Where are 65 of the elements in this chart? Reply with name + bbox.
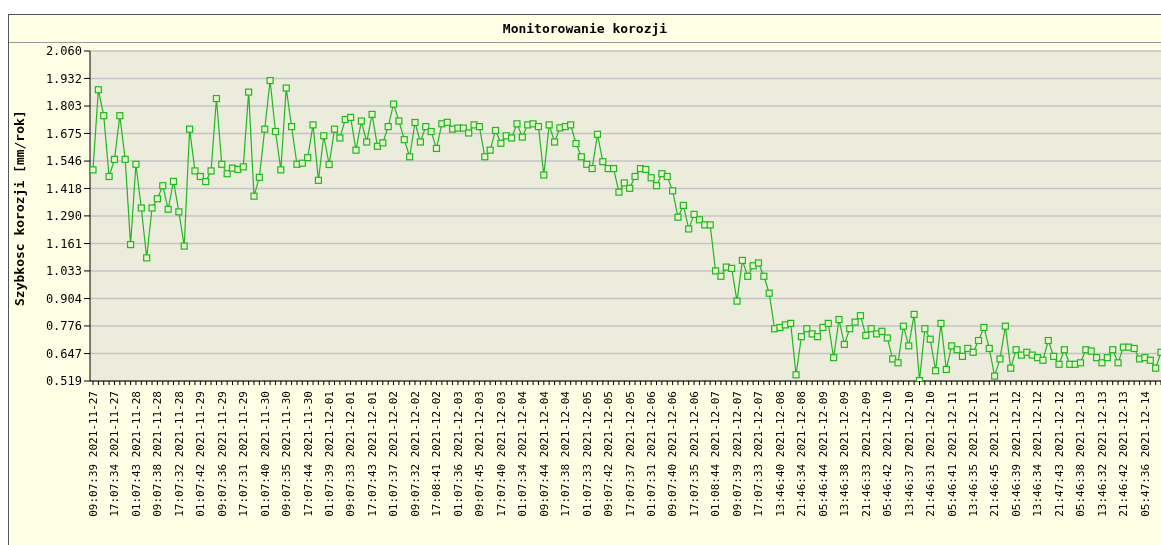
x-tick-label: 01:07:42 2021-11-29 <box>194 391 208 517</box>
x-tick-label: 21:46:45 2021-12-11 <box>988 391 1002 517</box>
x-tick-label: 21:46:42 2021-12-13 <box>1117 391 1131 517</box>
x-tick-label: 05:46:42 2021-12-10 <box>881 391 895 517</box>
x-tick-label: 09:07:36 2021-11-29 <box>215 391 229 517</box>
x-tick-label: 17:07:31 2021-11-29 <box>237 391 251 517</box>
x-tick-label: 05:46:38 2021-12-13 <box>1074 391 1088 517</box>
y-tick-label: 1.290 <box>45 209 82 224</box>
x-tick-label: 17:08:41 2021-12-02 <box>430 391 444 517</box>
x-tick-label: 09:07:35 2021-11-30 <box>280 391 294 517</box>
x-tick-label: 01:07:31 2021-12-06 <box>645 391 658 517</box>
x-tick-label: 17:07:32 2021-11-28 <box>172 391 186 517</box>
x-tick-label: 01:07:34 2021-12-04 <box>516 390 530 517</box>
y-tick-label: 1.932 <box>45 71 82 86</box>
x-tick-label: 09:07:44 2021-12-04 <box>537 390 551 517</box>
x-tick-label: 09:07:39 2021-12-07 <box>730 391 744 517</box>
y-tick-label: 2.060 <box>45 44 82 59</box>
x-tick-label: 05:46:39 2021-12-12 <box>1009 391 1023 517</box>
x-tick-label: 13:46:37 2021-12-10 <box>902 391 916 517</box>
x-tick-label: 21:46:31 2021-12-10 <box>924 391 938 517</box>
x-tick-label: 01:07:33 2021-12-05 <box>580 391 594 517</box>
x-tick-label: 17:07:34 2021-11-27 <box>108 391 122 517</box>
x-tick-label: 09:07:32 2021-12-02 <box>408 391 422 517</box>
x-tick-label: 01:07:39 2021-12-01 <box>322 391 336 517</box>
x-tick-label: 21:46:34 2021-12-08 <box>795 391 809 517</box>
x-tick-label: 09:07:33 2021-12-01 <box>344 391 358 517</box>
x-tick-label: 13:46:38 2021-12-09 <box>838 391 852 517</box>
x-tick-label: 13:46:34 2021-12-12 <box>1031 391 1045 517</box>
x-tick-label: 13:46:40 2021-12-08 <box>773 391 787 517</box>
x-tick-label: 17:07:40 2021-12-03 <box>494 391 508 517</box>
y-tick-label: 1.033 <box>45 264 82 279</box>
x-tick-label: 17:07:38 2021-12-04 <box>559 390 573 517</box>
x-tick-label: 17:07:44 2021-11-30 <box>301 391 315 517</box>
y-tick-label: 1.546 <box>45 154 82 169</box>
y-tick-label: 1.803 <box>45 99 82 114</box>
y-tick-label: 1.161 <box>45 236 82 251</box>
x-tick-label: 05:47:36 2021-12-14 <box>1138 390 1152 517</box>
y-tick-label: 1.675 <box>45 126 82 141</box>
x-tick-label: 01:07:36 2021-12-03 <box>451 391 465 517</box>
x-tick-label: 09:07:42 2021-12-05 <box>602 391 616 517</box>
y-tick-label: 0.776 <box>45 319 82 334</box>
x-tick-label: 21:46:33 2021-12-09 <box>859 391 873 517</box>
x-tick-label: 05:46:41 2021-12-11 <box>945 391 959 517</box>
x-tick-label: 21:47:43 2021-12-12 <box>1052 391 1066 517</box>
x-tick-label: 17:07:35 2021-12-06 <box>687 391 701 517</box>
y-tick-label: 1.418 <box>45 181 82 196</box>
x-tick-label: 01:07:37 2021-12-02 <box>387 391 401 517</box>
x-tick-label: 09:07:39 2021-11-27 <box>86 391 100 517</box>
x-tick-label: 01:07:40 2021-11-30 <box>258 391 272 517</box>
x-tick-label: 01:07:43 2021-11-28 <box>129 391 143 517</box>
x-tick-label: 17:07:37 2021-12-05 <box>623 391 637 517</box>
x-tick-label: 13:46:35 2021-12-11 <box>967 391 981 517</box>
x-tick-label: 13:46:32 2021-12-13 <box>1095 391 1109 517</box>
x-tick-label: 01:08:44 2021-12-07 <box>709 391 723 517</box>
y-tick-label: 0.519 <box>45 374 82 389</box>
x-tick-label: 17:07:33 2021-12-07 <box>752 391 766 517</box>
x-tick-label: 09:07:45 2021-12-03 <box>473 391 487 517</box>
y-tick-label: 0.904 <box>45 291 82 306</box>
y-tick-label: 0.647 <box>45 346 82 361</box>
chart-title: Monitorowanie korozji <box>9 15 1161 43</box>
y-axis-title: Szybkosc korozji [mm/rok] <box>11 110 27 306</box>
x-tick-label: 05:46:44 2021-12-09 <box>816 391 830 517</box>
x-tick-label: 09:07:38 2021-11-28 <box>151 391 165 517</box>
x-tick-label: 09:07:40 2021-12-06 <box>666 391 680 517</box>
x-tick-label: 17:07:43 2021-12-01 <box>365 391 379 517</box>
